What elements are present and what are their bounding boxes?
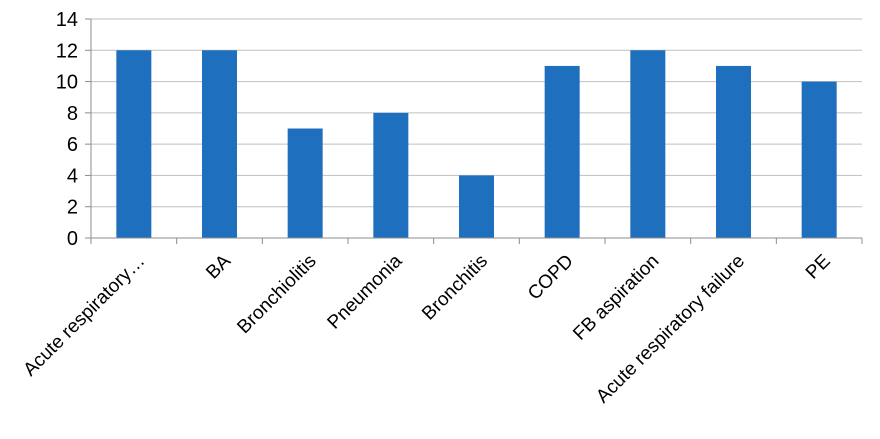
x-category-label: Acute respiratory failure bbox=[592, 251, 749, 408]
bar bbox=[801, 81, 837, 238]
bar bbox=[459, 175, 494, 238]
x-category-label: Bronchitis bbox=[418, 251, 492, 325]
bar bbox=[116, 50, 152, 239]
y-tick-label: 12 bbox=[56, 40, 78, 62]
bars bbox=[116, 50, 837, 239]
x-category-label: Acute respiratory… bbox=[20, 251, 150, 381]
y-tick-label: 0 bbox=[67, 228, 78, 250]
x-category-label: COPD bbox=[524, 251, 578, 305]
x-category-label: PE bbox=[802, 251, 835, 284]
x-category-label: Bronchiolitis bbox=[233, 251, 320, 338]
bar bbox=[287, 128, 323, 238]
bar bbox=[716, 65, 751, 238]
y-tick-label: 8 bbox=[67, 103, 78, 125]
x-category-label: BA bbox=[202, 250, 235, 283]
y-tick-label: 6 bbox=[67, 134, 78, 156]
x-category-label: FB aspiration bbox=[569, 251, 663, 345]
bar bbox=[202, 50, 237, 239]
y-tick-label: 10 bbox=[56, 72, 78, 94]
y-tick-label: 4 bbox=[67, 165, 78, 187]
y-tick-labels: 0 2 4 6 8 10 12 14 bbox=[56, 9, 78, 250]
bar bbox=[544, 65, 580, 238]
y-tick-label: 2 bbox=[67, 197, 78, 219]
bar bbox=[630, 50, 666, 239]
bar bbox=[373, 112, 409, 238]
axes bbox=[85, 18, 863, 244]
x-category-label: Pneumonia bbox=[324, 250, 407, 333]
y-tick-label: 14 bbox=[56, 9, 78, 31]
